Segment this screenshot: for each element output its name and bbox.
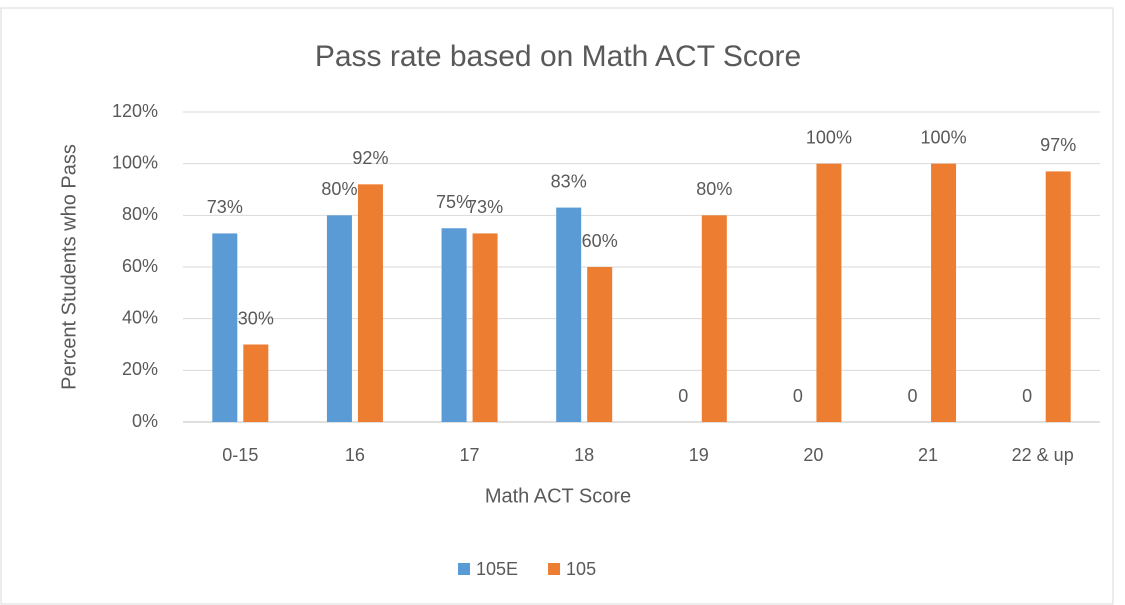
legend-swatch [548,563,561,575]
x-tick-label: 17 [460,445,480,465]
bar [556,207,582,422]
x-tick-label: 20 [803,445,823,465]
bar [357,184,383,422]
y-axis-title: Percent Students who Pass [58,144,80,390]
value-label: 80% [696,179,732,199]
value-label: 0 [678,386,688,406]
x-tick-label: 16 [345,445,365,465]
y-tick-label: 100% [112,152,158,172]
value-label: 0 [793,386,803,406]
value-label: 75% [436,192,472,212]
value-label: 73% [467,197,503,217]
y-tick-label: 120% [112,101,158,121]
value-label: 73% [207,197,243,217]
x-tick-label: 21 [918,445,938,465]
bar [931,163,957,422]
value-label: 80% [321,179,357,199]
legend-label: 105E [476,559,518,579]
x-tick-label: 18 [574,445,594,465]
value-label: 100% [806,127,852,147]
x-tick-label: 19 [689,445,709,465]
value-label: 60% [582,231,618,251]
y-tick-label: 20% [122,359,158,379]
value-label: 83% [551,171,587,191]
value-label: 97% [1040,135,1076,155]
bar [587,267,613,422]
bar [326,215,352,422]
y-tick-label: 40% [122,307,158,327]
bar [441,228,467,422]
value-label: 30% [238,308,274,328]
x-tick-label: 0-15 [222,445,258,465]
bar [243,344,269,422]
y-tick-label: 0% [132,411,158,431]
bar [816,163,842,422]
bar [472,233,498,422]
value-label: 0 [908,386,918,406]
bar [212,233,238,422]
chart-title: Pass rate based on Math ACT Score [315,40,801,73]
legend-swatch [458,563,470,575]
bar [701,215,727,422]
x-axis-title: Math ACT Score [485,485,631,507]
x-tick-label: 22 & up [1012,445,1074,465]
y-tick-label: 60% [122,256,158,276]
bar [1045,171,1071,422]
value-label: 100% [921,127,967,147]
y-tick-label: 80% [122,204,158,224]
legend-label: 105 [566,559,596,579]
value-label: 92% [352,148,388,168]
value-label: 0 [1022,386,1032,406]
